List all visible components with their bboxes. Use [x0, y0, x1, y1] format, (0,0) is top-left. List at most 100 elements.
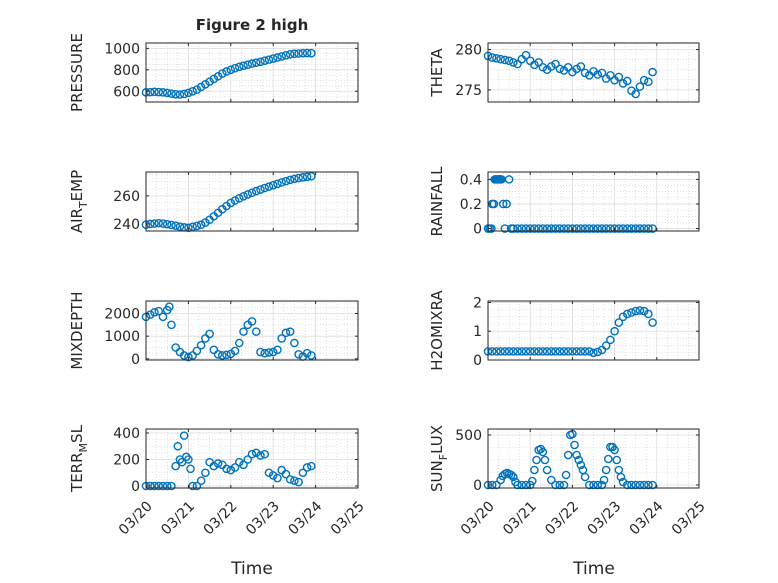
- data-point-mixdepth: [268, 347, 278, 357]
- data-point-terr-msl: [298, 468, 308, 478]
- data-point-terr-msl: [243, 455, 253, 464]
- y-tick-label: 200: [113, 452, 140, 468]
- data-point-sun-flux: [540, 455, 550, 465]
- data-point-pressure: [298, 48, 308, 58]
- data-point-air-temp: [171, 221, 180, 230]
- data-point-mixdepth: [285, 327, 295, 336]
- data-point-air-temp: [260, 183, 270, 193]
- data-point-sun-flux: [610, 445, 619, 455]
- data-point-air-temp: [298, 173, 308, 182]
- data-point-pressure: [145, 87, 155, 97]
- y-tick-label: 0: [131, 352, 140, 368]
- data-point-mixdepth: [196, 340, 206, 350]
- data-point-terr-msl: [281, 469, 291, 479]
- data-point-mixdepth: [165, 302, 174, 311]
- y-tick-label: 240: [113, 217, 140, 233]
- data-point-pressure: [218, 69, 227, 78]
- data-point-sun-flux: [635, 480, 645, 490]
- data-point-rainfall: [551, 224, 560, 233]
- axes-box: [487, 300, 700, 361]
- axes-box: [145, 300, 359, 361]
- data-point-theta: [534, 58, 543, 67]
- data-point-air-temp: [175, 222, 185, 231]
- data-point-rainfall: [525, 224, 535, 233]
- data-point-mixdepth: [179, 351, 189, 360]
- data-point-rainfall: [563, 224, 573, 233]
- y-tick-label: 275: [455, 83, 482, 99]
- y-tick-label: 600: [113, 84, 140, 100]
- data-point-pressure: [256, 57, 265, 67]
- data-point-air-temp: [154, 218, 164, 228]
- data-point-pressure: [226, 65, 236, 75]
- data-point-pressure: [290, 49, 299, 59]
- data-point-air-temp: [256, 185, 265, 194]
- data-point-terr-msl: [188, 481, 197, 491]
- data-point-rainfall: [509, 224, 518, 233]
- data-point-mixdepth: [205, 329, 214, 339]
- data-point-air-temp: [264, 182, 274, 191]
- subplot-mixdepth: 0 1000 2000 MIXDEPTH: [68, 291, 359, 370]
- data-point-rainfall: [513, 224, 522, 233]
- data-point-pressure: [260, 56, 270, 66]
- data-point-rainfall: [502, 199, 511, 209]
- data-point-rainfall: [498, 199, 508, 209]
- data-point-pressure: [264, 55, 274, 64]
- y-axis-label: MIXDEPTH: [68, 291, 86, 369]
- x-tick-label: 03/23: [585, 498, 625, 538]
- data-point-air-temp: [150, 219, 159, 228]
- data-point-mixdepth: [222, 350, 231, 360]
- data-point-h2omixra: [584, 347, 594, 356]
- data-point-theta: [635, 82, 645, 91]
- data-point-terr-msl: [192, 481, 202, 491]
- data-point-h2omixra: [563, 347, 573, 356]
- subplot-h2omixra: 0 1 2 H2OMIXRA: [428, 290, 700, 371]
- data-point-h2omixra: [551, 347, 560, 356]
- axes-box: [487, 428, 700, 489]
- data-point-sun-flux: [530, 465, 539, 475]
- subplot-theta: 275 280 THETA: [428, 42, 700, 103]
- data-point-theta: [597, 68, 607, 78]
- data-point-sun-flux: [574, 455, 584, 465]
- data-point-sun-flux: [593, 480, 603, 490]
- data-point-rainfall: [627, 224, 636, 233]
- data-point-theta: [530, 60, 539, 70]
- data-point-rainfall: [631, 224, 641, 233]
- data-point-air-temp: [251, 186, 261, 196]
- data-point-rainfall: [614, 224, 624, 233]
- data-point-rainfall: [584, 224, 594, 233]
- data-point-theta: [500, 55, 510, 65]
- data-point-mixdepth: [167, 320, 176, 330]
- data-point-sun-flux: [521, 480, 531, 490]
- data-point-pressure: [247, 59, 257, 68]
- y-tick-label: 2000: [104, 306, 140, 322]
- data-point-pressure: [209, 74, 219, 84]
- data-point-theta: [496, 54, 505, 64]
- data-point-rainfall: [635, 224, 645, 233]
- data-point-h2omixra: [555, 347, 565, 356]
- data-point-theta: [614, 72, 624, 82]
- y-axis-label-main: MIXDEPTH: [68, 291, 86, 369]
- y-axis-label-suffix: EMP: [68, 170, 86, 201]
- data-point-sun-flux: [563, 450, 573, 460]
- plot-area: [487, 428, 700, 489]
- data-point-pressure: [150, 87, 159, 97]
- data-point-air-temp: [307, 171, 316, 181]
- x-tick-label: 03/22: [542, 498, 582, 538]
- data-point-rainfall: [601, 224, 611, 233]
- data-point-mixdepth: [290, 338, 299, 348]
- data-point-terr-msl: [302, 463, 312, 472]
- axes-box: [487, 42, 700, 103]
- data-point-rainfall: [538, 224, 548, 233]
- data-point-h2omixra: [580, 347, 590, 356]
- data-point-sun-flux: [572, 450, 581, 460]
- data-point-theta: [593, 70, 603, 79]
- data-point-rainfall: [610, 224, 619, 233]
- axes-box: [145, 428, 359, 489]
- data-point-h2omixra: [538, 347, 548, 356]
- y-tick-label: 2: [473, 295, 482, 311]
- data-point-h2omixra: [492, 347, 501, 356]
- data-point-h2omixra: [589, 348, 598, 358]
- y-axis-label-subscript: T: [77, 201, 90, 209]
- x-tick-label: 03/24: [286, 498, 326, 538]
